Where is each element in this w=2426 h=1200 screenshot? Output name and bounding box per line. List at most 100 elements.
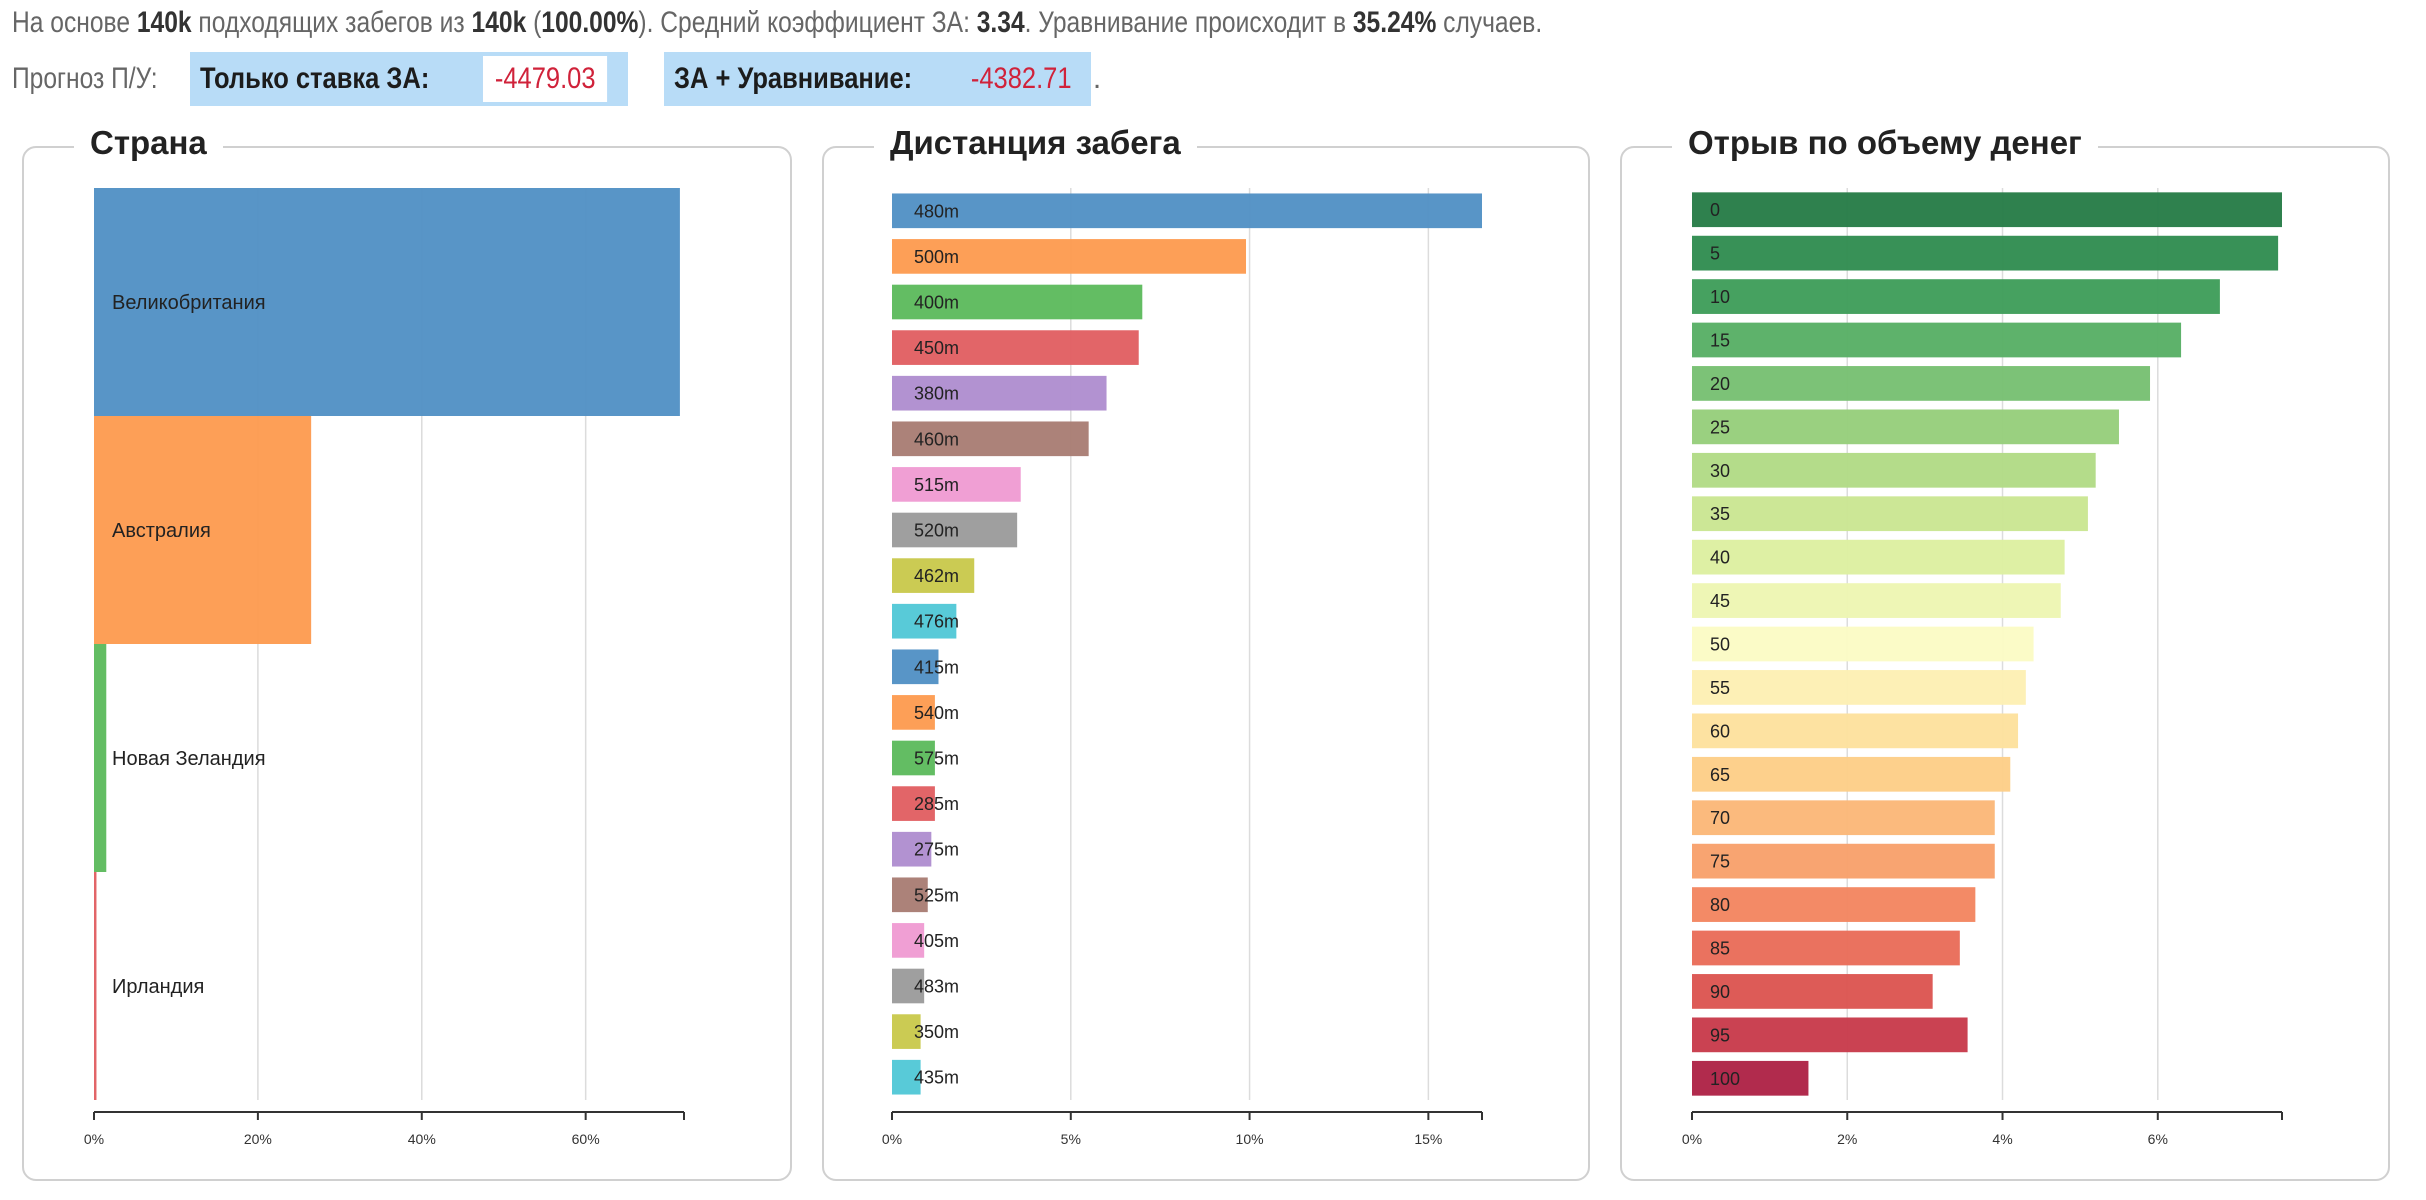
distance-gridlines [1070,188,1430,1100]
money-gap-bar-label: 5 [1710,244,1720,264]
distance-bar-label: 405m [914,931,959,951]
money-gap-bar-label: 10 [1710,287,1730,307]
distance-bar[interactable] [892,968,925,1004]
money-gap-bar[interactable] [1692,279,2220,314]
money-gap-bar[interactable] [1692,800,1995,836]
country-bar[interactable] [94,188,680,416]
equalization-percentage: 35.24% [1352,6,1437,39]
money-gap-bar[interactable] [1692,452,2096,488]
only-back-value: -4479.03 [482,56,608,102]
money-gap-bar[interactable] [1692,192,2282,228]
only-back-forecast: Только ставка ЗА: -4479.03 [190,52,629,106]
money-gap-bar[interactable] [1692,756,2011,792]
total-races-count: 140k [471,6,527,39]
country-chart: Великобритания Австралия Новая Зеландия Ирл… [84,188,685,1147]
money-gap-bar[interactable] [1692,539,2065,575]
summary-text: случаев. [1436,6,1543,39]
distance-bar[interactable] [892,831,932,867]
tick-label: 2% [1837,1131,1857,1147]
country-bar[interactable] [94,872,97,1100]
distance-bar[interactable] [892,284,1143,320]
money-gap-bar-label: 90 [1710,982,1730,1002]
country-bar[interactable] [94,644,107,872]
distance-bar[interactable] [892,1059,921,1095]
distance-bar-label: 515m [914,475,959,495]
money-gap-bar[interactable] [1692,843,1995,879]
distance-bar[interactable] [892,695,935,730]
tick-label: 0% [1682,1131,1702,1147]
money-gap-bar-label: 25 [1710,417,1730,437]
distance-bar[interactable] [892,1014,921,1049]
distance-chart-title: Дистанция забега [874,124,1197,162]
money-gap-bar[interactable] [1692,930,1960,966]
money-gap-bar-label: 95 [1710,1025,1730,1045]
distance-bar[interactable] [892,239,1246,274]
distance-bar[interactable] [892,649,939,685]
distance-bar[interactable] [892,421,1089,457]
distance-bar-label: 460m [914,429,959,449]
forecast-end-dot: . [1092,62,1102,95]
money-gap-bar[interactable] [1692,1060,1809,1096]
money-gap-bar[interactable] [1692,366,2151,401]
distance-bar-label: 500m [914,247,959,267]
country-chart-panel: Страна Великобритания Австралия Новая Зела… [22,124,792,1181]
country-x-axis: 0% 20% 40% 60% [84,1111,685,1147]
distance-bar-label: 575m [914,748,959,768]
money-gap-bar-label: 0 [1710,200,1720,220]
money-gap-bar[interactable] [1692,496,2088,532]
distance-bar-label: 525m [914,885,959,905]
money-gap-bars: 0 5 10 15 20 25 30 35 40 45 50 55 60 65 70 75 80 85 90 95 10… [1692,192,2282,1096]
money-gap-bar-label: 55 [1710,678,1730,698]
money-gap-chart-panel: Отрыв по объему денег 0 5 10 15 20 25 30 35 40 45… [1620,124,2390,1181]
tick-label: 4% [1992,1131,2012,1147]
distance-bar-label: 483m [914,976,959,996]
distance-bar[interactable] [892,740,935,776]
money-gap-bar[interactable] [1692,409,2119,445]
distance-bar-label: 462m [914,566,959,586]
distance-bar-label: 380m [914,384,959,404]
country-bar-label: Великобритания [112,292,266,314]
country-bar-label: Ирландия [112,976,204,998]
money-gap-bar[interactable] [1692,322,2182,358]
money-gap-bar[interactable] [1692,583,2061,618]
money-gap-x-axis: 0% 2% 4% 6% [1682,1111,2283,1147]
money-gap-bar[interactable] [1692,974,1933,1009]
money-gap-bar[interactable] [1692,626,2034,662]
country-bars: Великобритания Австралия Новая Зеландия Ирл… [94,188,680,1100]
distance-bar[interactable] [892,375,1107,411]
money-gap-bar-label: 35 [1710,504,1730,524]
distance-bars: 480m 500m 400m 450m 380m 460m 515m 520m 462m 476m… [892,193,1482,1095]
distance-bar-label: 275m [914,840,959,860]
distance-bar[interactable] [892,558,975,593]
money-gap-bar[interactable] [1692,235,2279,271]
money-gap-bar[interactable] [1692,887,1976,922]
money-gap-bar[interactable] [1692,713,2019,749]
distance-bar[interactable] [892,512,1018,548]
money-gap-bar[interactable] [1692,670,2026,705]
distance-bar-label: 520m [914,520,959,540]
summary-text: . Уравнивание происходит в [1024,6,1353,39]
distance-bar[interactable] [892,193,1482,229]
distance-bar[interactable] [892,786,935,821]
distance-bar[interactable] [892,603,957,639]
distance-bar-label: 480m [914,201,959,221]
country-bar-label: Австралия [112,520,211,542]
money-gap-bar-label: 60 [1710,721,1730,741]
tick-label: 0% [84,1131,104,1147]
distance-bar-label: 285m [914,794,959,814]
country-bar[interactable] [94,416,312,644]
money-gap-bar-label: 50 [1710,634,1730,654]
back-equal-forecast: ЗА + Уравнивание: -4382.71 [664,52,1091,106]
distance-chart-panel: Дистанция забега 480m 500m 400m 450m 380m 460… [822,124,1590,1181]
distance-bar[interactable] [892,877,928,913]
tick-label: 15% [1414,1131,1442,1147]
summary-line: На основе 140k подходящих забегов из 140… [12,6,1542,40]
summary-text: На основе [12,6,137,39]
country-bar-label: Новая Зеландия [112,748,266,770]
distance-bar-label: 415m [914,657,959,677]
distance-bar[interactable] [892,330,1139,365]
back-equal-value: -4382.71 [971,62,1072,95]
distance-bar[interactable] [892,923,925,958]
money-gap-bar[interactable] [1692,1017,1968,1053]
distance-bar[interactable] [892,467,1021,502]
